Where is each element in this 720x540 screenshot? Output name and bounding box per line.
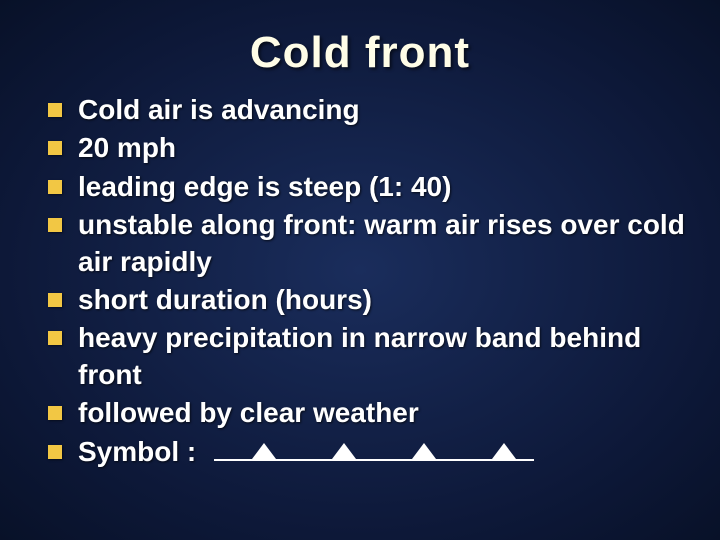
cold-front-symbol: [214, 437, 534, 467]
slide-title: Cold front: [30, 28, 690, 78]
bullet-list: Cold air is advancing 20 mph leading edg…: [30, 92, 690, 470]
front-triangle-icon: [412, 443, 436, 459]
list-item: leading edge is steep (1: 40): [44, 169, 690, 205]
front-triangle-icon: [492, 443, 516, 459]
symbol-label: Symbol :: [78, 434, 196, 470]
front-line: [214, 459, 534, 461]
list-item: Cold air is advancing: [44, 92, 690, 128]
list-item: heavy precipitation in narrow band behin…: [44, 320, 690, 393]
front-triangle-icon: [332, 443, 356, 459]
list-item: unstable along front: warm air rises ove…: [44, 207, 690, 280]
list-item-symbol: Symbol :: [44, 434, 690, 470]
list-item: followed by clear weather: [44, 395, 690, 431]
list-item: 20 mph: [44, 130, 690, 166]
list-item: short duration (hours): [44, 282, 690, 318]
front-triangle-icon: [252, 443, 276, 459]
